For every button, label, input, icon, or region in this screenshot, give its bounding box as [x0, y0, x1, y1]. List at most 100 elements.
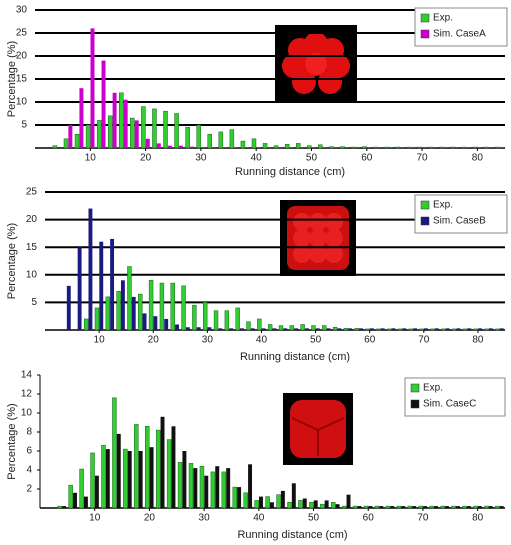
bar [408, 506, 412, 508]
bar [139, 451, 143, 508]
y-tick-label: 25 [26, 187, 38, 198]
bar [359, 328, 363, 330]
bar [262, 328, 266, 330]
bar [400, 147, 404, 148]
bar [336, 504, 340, 508]
bar [123, 449, 127, 508]
y-tick-label: 30 [16, 5, 28, 16]
bar [160, 283, 164, 330]
y-tick-label: 8 [26, 427, 32, 438]
legend-swatch [411, 384, 419, 392]
bar [311, 326, 315, 330]
bar [379, 506, 383, 508]
bar [370, 328, 374, 330]
bar [259, 497, 263, 508]
model-image-a [275, 25, 357, 103]
bar [345, 147, 349, 148]
bar [378, 147, 382, 148]
bar [127, 267, 131, 330]
bar [208, 134, 212, 148]
bar [334, 147, 338, 148]
bar [279, 326, 283, 330]
bar [392, 328, 396, 330]
bar [316, 328, 320, 330]
bar [67, 286, 71, 330]
bar [84, 497, 88, 508]
bar [474, 329, 478, 330]
figure: 510152025301020304050607080Running dista… [0, 0, 511, 545]
bar [452, 329, 456, 330]
bar [495, 329, 499, 330]
bar [112, 398, 116, 508]
bar [333, 327, 337, 330]
bar [307, 146, 311, 148]
y-tick-label: 6 [26, 446, 32, 457]
bar [489, 328, 493, 330]
bar [203, 302, 207, 330]
model-image-c [283, 393, 353, 465]
bar [478, 147, 482, 148]
model-image-b [280, 200, 356, 276]
y-tick-label: 12 [21, 389, 33, 400]
x-tick-label: 50 [310, 335, 322, 346]
bar [312, 147, 316, 148]
bar [229, 328, 233, 330]
bar [186, 127, 190, 148]
bar [164, 111, 168, 148]
bar [325, 500, 329, 508]
legend-label: Sim. CaseA [433, 29, 486, 40]
x-axis-label: Running distance (cm) [237, 529, 347, 541]
bar [256, 147, 260, 148]
x-tick-label: 80 [472, 153, 484, 164]
bar [290, 326, 294, 330]
bar [192, 305, 196, 330]
bar [320, 504, 324, 508]
bar [135, 120, 139, 148]
bar [288, 502, 292, 508]
bar [423, 506, 427, 508]
bar [455, 147, 459, 148]
bar [99, 242, 103, 330]
bar [95, 308, 99, 330]
bar [424, 328, 428, 330]
bar [364, 506, 368, 508]
bar [161, 417, 165, 508]
x-tick-label: 30 [195, 153, 207, 164]
bar [463, 506, 467, 508]
bar [283, 328, 287, 330]
bar [152, 109, 156, 148]
bar [237, 487, 241, 508]
bar [157, 143, 161, 148]
bar [445, 506, 449, 508]
bar [305, 328, 309, 330]
legend-box [405, 378, 505, 416]
legend-label: Exp. [433, 13, 453, 24]
bar [357, 506, 361, 508]
bar [329, 147, 333, 148]
bar [484, 147, 488, 148]
bar [402, 328, 406, 330]
bar [143, 313, 147, 330]
bar [132, 297, 136, 330]
bar [390, 506, 394, 508]
bar [413, 328, 417, 330]
bar [255, 500, 259, 508]
bar [90, 28, 94, 148]
bar [179, 146, 183, 148]
bar [211, 472, 215, 508]
bar [274, 146, 278, 148]
bar [102, 445, 106, 508]
bar [363, 147, 367, 148]
bar [309, 502, 313, 508]
bar [296, 143, 300, 148]
bar [431, 329, 435, 330]
x-tick-label: 60 [361, 153, 373, 164]
bar [478, 328, 482, 330]
x-tick-label: 10 [89, 513, 101, 524]
bar [128, 451, 132, 508]
y-tick-label: 10 [26, 269, 38, 280]
bar [134, 424, 138, 508]
x-tick-label: 30 [202, 335, 214, 346]
x-tick-label: 20 [144, 513, 156, 524]
y-tick-label: 25 [16, 28, 28, 39]
